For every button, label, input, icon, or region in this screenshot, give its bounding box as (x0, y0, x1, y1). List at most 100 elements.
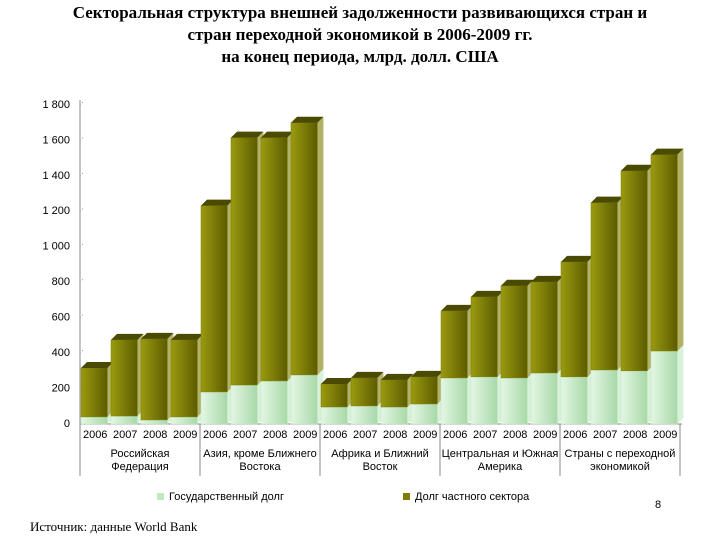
bar (440, 310, 468, 379)
y-tick (79, 206, 85, 212)
x-tick-label: 2008 (503, 429, 527, 441)
bar (260, 137, 288, 382)
y-tick (79, 313, 85, 319)
bar (530, 281, 558, 374)
x-tick-label: 2007 (353, 429, 377, 441)
x-tick-label: 2008 (623, 429, 647, 441)
bar (590, 202, 618, 371)
y-tick-label: 200 (52, 382, 70, 394)
bar (170, 339, 198, 418)
x-tick-label: 2008 (263, 429, 287, 441)
y-tick (79, 100, 85, 106)
bar (80, 416, 108, 425)
bar-cap (201, 199, 234, 206)
x-tick-label: 2008 (143, 429, 167, 441)
x-tick-label: 2009 (653, 429, 677, 441)
bar-cap (81, 361, 114, 368)
bar-cap (111, 333, 144, 340)
legend-label: Долг частного сектора (415, 491, 530, 503)
bar (350, 405, 378, 425)
y-tick-label: 1 000 (42, 241, 70, 253)
bar (530, 372, 558, 425)
group-label: Центральная и Южная (442, 448, 559, 460)
bar-cap (321, 377, 354, 384)
y-tick (79, 384, 85, 389)
bar (140, 338, 168, 421)
bar-cap (291, 116, 324, 123)
y-tick-label: 800 (52, 276, 70, 288)
bar (380, 406, 408, 425)
group-label: Азия, кроме Ближнего (203, 448, 316, 460)
bar (200, 391, 228, 425)
bar (290, 122, 318, 376)
chart-title: стран переходной экономикой в 2006-2009 … (188, 25, 533, 44)
x-tick-label: 2009 (413, 429, 437, 441)
x-tick-label: 2007 (593, 429, 617, 441)
group-label: Восток (363, 461, 398, 473)
bar (470, 296, 498, 378)
legend-label: Государственный долг (169, 491, 284, 503)
bar (230, 137, 258, 386)
bar (260, 380, 288, 425)
y-tick-label: 1 600 (42, 134, 70, 146)
bar-side (677, 344, 684, 424)
bar-cap (471, 290, 504, 297)
bar-cap (141, 332, 174, 339)
bar-cap (381, 373, 414, 380)
bar (620, 370, 648, 425)
y-tick (79, 277, 85, 283)
bar (80, 367, 108, 418)
bar (560, 376, 588, 425)
y-tick (79, 171, 85, 177)
legend-swatch (157, 493, 164, 500)
x-tick-label: 2007 (113, 429, 137, 441)
bar-side (317, 116, 324, 375)
bar (320, 406, 348, 425)
x-tick-label: 2009 (533, 429, 557, 441)
group-label: Страны с переходной (565, 448, 676, 460)
bar (170, 416, 198, 425)
x-tick-label: 2006 (83, 429, 107, 441)
bar-cap (501, 279, 534, 286)
y-tick (79, 136, 85, 141)
y-tick-label: 1 200 (42, 205, 70, 217)
bar-cap (441, 304, 474, 311)
x-tick-label: 2009 (173, 429, 197, 441)
group-label: Востока (239, 461, 281, 473)
y-tick-label: 0 (64, 418, 70, 430)
bar-cap (411, 370, 444, 377)
bar (350, 377, 378, 407)
bar (500, 377, 528, 425)
y-tick (79, 242, 85, 248)
x-tick-label: 2006 (563, 429, 587, 441)
y-tick-label: 1 400 (42, 170, 70, 182)
bar (380, 379, 408, 408)
bar (110, 339, 138, 417)
bar (620, 170, 648, 372)
x-tick-label: 2006 (443, 429, 467, 441)
x-tick-label: 2006 (323, 429, 347, 441)
group-label: Федерация (111, 461, 168, 473)
group-label: Африка и Ближний (331, 448, 429, 460)
group-label: экономикой (590, 461, 650, 473)
group-label: Российская (111, 448, 170, 460)
bar (410, 403, 438, 425)
legend-swatch (403, 493, 410, 500)
bar (200, 205, 228, 393)
bar-cap (261, 131, 294, 138)
bar (650, 154, 678, 352)
page-number: 8 (655, 499, 661, 511)
x-tick-label: 2007 (233, 429, 257, 441)
bar (500, 285, 528, 379)
bar (110, 415, 138, 425)
y-tick-label: 400 (52, 347, 70, 359)
y-tick (79, 348, 85, 354)
bar-cap (591, 196, 624, 203)
chart-title: на конец периода, млрд. долл. США (221, 47, 499, 66)
bar (590, 369, 618, 425)
chart-title: Секторальная структура внешней задолженн… (73, 3, 648, 22)
bar (440, 377, 468, 425)
x-tick-label: 2009 (293, 429, 317, 441)
